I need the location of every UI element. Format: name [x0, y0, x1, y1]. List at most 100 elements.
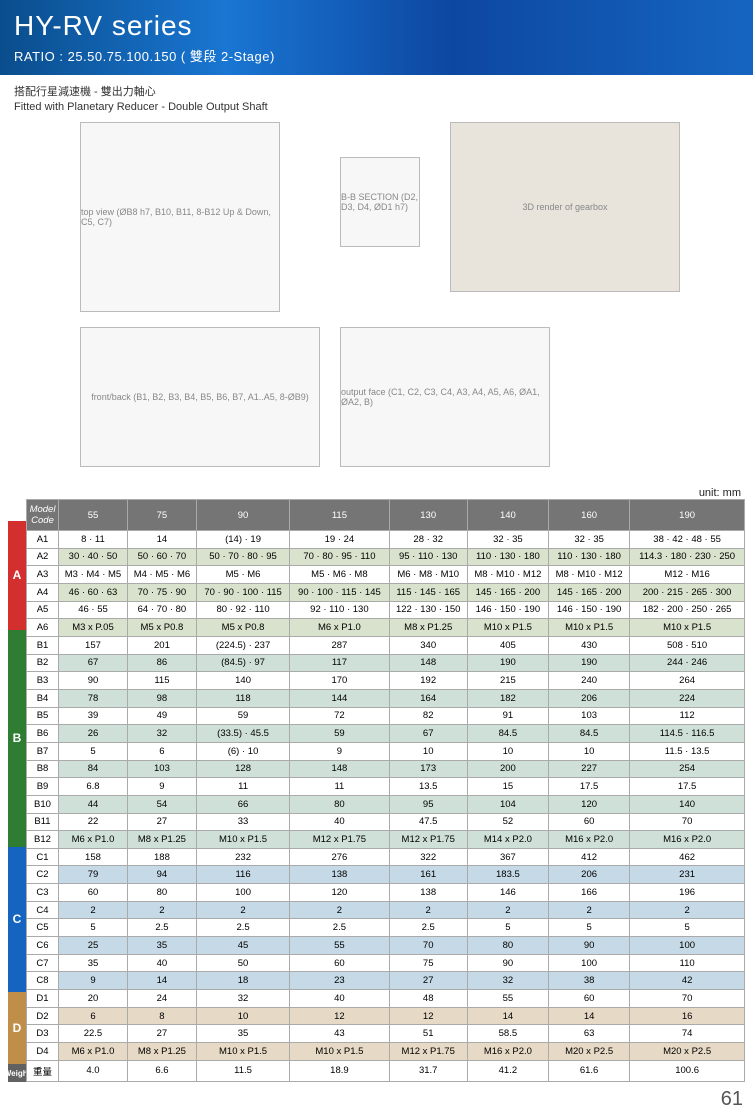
diagram-3d-render: 3D render of gearbox [450, 122, 680, 292]
cell: 51 [389, 1025, 467, 1043]
diagram-output-face: output face (C1, C2, C3, C4, A3, A4, A5,… [340, 327, 550, 467]
cell: 2.5 [290, 919, 389, 937]
row-code: C5 [27, 919, 59, 937]
row-code: B11 [27, 813, 59, 831]
diagram-area: top view (ØB8 h7, B10, B11, 8-B12 Up & D… [0, 117, 753, 487]
cell: 190 [549, 654, 630, 672]
cell: 5 [59, 742, 128, 760]
cell: M12 x P1.75 [389, 831, 467, 849]
col-model-90: 90 [196, 500, 289, 531]
cell: 84.5 [549, 725, 630, 743]
spec-table-header-row: Model Code557590115130140160190 [27, 500, 745, 531]
cell: 19 · 24 [290, 531, 389, 549]
col-model-190: 190 [630, 500, 745, 531]
row-code: D3 [27, 1025, 59, 1043]
cell: 32 · 35 [467, 531, 548, 549]
subtitle-cn: 搭配行星減速機 - 雙出力軸心 [14, 83, 739, 99]
cell: 28 · 32 [389, 531, 467, 549]
cell: 80 [127, 884, 196, 902]
cell: 10 [467, 742, 548, 760]
cell: 148 [389, 654, 467, 672]
cell: 232 [196, 848, 289, 866]
table-row: C8914182327323842 [27, 972, 745, 990]
ratio-line: RATIO : 25.50.75.100.150 ( 雙段 2-Stage) [14, 46, 739, 65]
cell: 17.5 [549, 778, 630, 796]
cell: 35 [59, 954, 128, 972]
cell: 15 [467, 778, 548, 796]
cell: 6 [59, 1007, 128, 1025]
row-code: B2 [27, 654, 59, 672]
cell: 74 [630, 1025, 745, 1043]
cell: 11 [290, 778, 389, 796]
cell: 75 [389, 954, 467, 972]
cell: 20 [59, 990, 128, 1008]
cell: 60 [549, 813, 630, 831]
spec-table-body: A18 · 1114(14) · 1919 · 2428 · 3232 · 35… [27, 531, 745, 1082]
cell: 144 [290, 689, 389, 707]
cell: 54 [127, 795, 196, 813]
table-row: A6M3 x P.05M5 x P0.8M5 x P0.8M6 x P1.0M8… [27, 619, 745, 637]
row-code: C4 [27, 901, 59, 919]
table-row: D4M6 x P1.0M8 x P1.25M10 x P1.5M10 x P1.… [27, 1043, 745, 1061]
cell: 47.5 [389, 813, 467, 831]
cell: 55 [467, 990, 548, 1008]
cell: M6 · M8 · M10 [389, 566, 467, 584]
cell: 43 [290, 1025, 389, 1043]
cell: 40 [290, 813, 389, 831]
section-tab-D: D [8, 992, 26, 1064]
row-code: C2 [27, 866, 59, 884]
spec-table: Model Code557590115130140160190 A18 · 11… [26, 499, 745, 1082]
cell: 32 [127, 725, 196, 743]
cell: 86 [127, 654, 196, 672]
cell: 405 [467, 636, 548, 654]
cell: 115 [127, 672, 196, 690]
cell: 340 [389, 636, 467, 654]
cell: 244 · 246 [630, 654, 745, 672]
cell: 103 [127, 760, 196, 778]
cell: 33 [196, 813, 289, 831]
row-code: C1 [27, 848, 59, 866]
cell: 66 [196, 795, 289, 813]
cell: M10 x P1.5 [549, 619, 630, 637]
cell: 70 [389, 937, 467, 955]
cell: 2 [467, 901, 548, 919]
cell: 4.0 [59, 1060, 128, 1081]
cell: 9 [290, 742, 389, 760]
cell: 117 [290, 654, 389, 672]
row-code: A4 [27, 583, 59, 601]
row-code: B6 [27, 725, 59, 743]
table-row: A446 · 60 · 6370 · 75 · 9070 · 90 · 100 … [27, 583, 745, 601]
subtitle-en: Fitted with Planetary Reducer - Double O… [14, 101, 739, 113]
cell: 52 [467, 813, 548, 831]
cell: 80 · 92 · 110 [196, 601, 289, 619]
cell: 146 · 150 · 190 [549, 601, 630, 619]
cell: M10 x P1.5 [196, 1043, 289, 1061]
cell: 80 [290, 795, 389, 813]
row-code: A1 [27, 531, 59, 549]
cell: 63 [549, 1025, 630, 1043]
table-row: B26786(84.5) · 97117148190190244 · 246 [27, 654, 745, 672]
table-row: B104454668095104120140 [27, 795, 745, 813]
cell: M12 x P1.75 [389, 1043, 467, 1061]
cell: 39 [59, 707, 128, 725]
cell: 164 [389, 689, 467, 707]
cell: 148 [290, 760, 389, 778]
cell: 2.5 [127, 919, 196, 937]
cell: 50 · 70 · 80 · 95 [196, 548, 289, 566]
cell: 94 [127, 866, 196, 884]
cell: 100 [196, 884, 289, 902]
cell: 70 [630, 990, 745, 1008]
cell: 145 · 165 · 200 [549, 583, 630, 601]
cell: M8 · M10 · M12 [467, 566, 548, 584]
diagram-section-bb: B-B SECTION (D2, D3, D4, ØD1 h7) [340, 157, 420, 247]
cell: 92 · 110 · 130 [290, 601, 389, 619]
cell: 59 [196, 707, 289, 725]
cell: 64 · 70 · 80 [127, 601, 196, 619]
cell: 462 [630, 848, 745, 866]
cell: 10 [389, 742, 467, 760]
row-code: D2 [27, 1007, 59, 1025]
cell: 140 [196, 672, 289, 690]
cell: 140 [630, 795, 745, 813]
table-row: C552.52.52.52.5555 [27, 919, 745, 937]
col-model-140: 140 [467, 500, 548, 531]
